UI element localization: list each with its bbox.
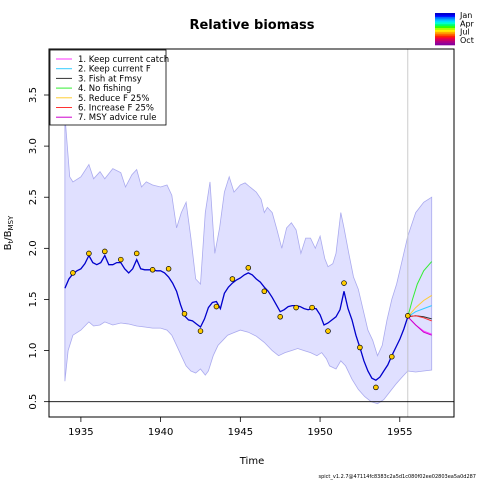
season-color-swatch [435,26,455,29]
legend-entry: 1. Keep current catch [78,55,169,65]
legend-entry: 7. MSY advice rule [78,113,157,123]
season-color-swatch [435,39,455,42]
observation-point [341,280,347,286]
season-color-swatch [435,20,455,23]
season-label: Apr [460,19,475,28]
season-label: Oct [460,36,474,45]
x-axis-label: Time [239,456,264,467]
season-color-swatch [435,13,455,16]
season-color-swatch [435,37,455,40]
season-color-swatch [435,29,455,33]
season-color-swatch [435,41,455,44]
y-axis-label: Bt/BMSY [3,215,15,250]
observation-point [213,303,220,310]
observation-point [389,353,395,360]
observation-point [86,250,92,257]
y-tick-label: 1.5 [28,291,39,307]
season-color-swatch [435,24,455,27]
season-label: Jan [459,11,472,20]
plot-frame [48,48,455,418]
observation-point [118,256,124,263]
season-color-swatch [435,18,455,21]
observation-point [197,328,204,334]
observation-point [277,314,283,320]
y-tick-label: 0.5 [28,394,39,410]
confidence-band [64,115,409,405]
chart-title: Relative biomass [189,18,314,33]
season-color-swatch [435,16,455,19]
y-tick-label: 3.5 [28,87,39,103]
observation-point [245,265,252,271]
observation-point [149,267,156,273]
legend-entry: 6. Increase F 25% [78,104,154,114]
observation-point [309,304,315,311]
x-tick-label: 1950 [307,427,332,438]
observation-point [261,288,268,295]
median-line [64,254,409,381]
version-footer: spict_v1.2.7@47114fc8383c2a5d1c080f02ee0… [319,474,477,480]
scenario-line-6 [407,315,432,322]
observation-point [293,304,299,311]
svg-text:Bt/BMSY: Bt/BMSY [3,215,15,250]
legend-entry: 4. No fishing [78,84,131,94]
season-color-swatch [435,28,455,31]
season-color-swatch [435,14,455,18]
y-axis: 0.5 1.0 1.5 2.0 2.5 3.0 3.5 [28,87,49,410]
x-axis: 1935 1940 1945 1950 1955 [68,417,413,438]
observation-point [181,311,188,317]
season-color-swatch [435,31,455,34]
legend-entry: 5. Reduce F 25% [78,94,149,104]
observation-point [325,328,331,334]
scenario-line-5 [407,294,432,318]
legend-entry: 3. Fish at Fmsy [78,74,142,84]
observation-point [357,344,363,351]
scenario-line-2 [407,305,432,318]
x-tick-label: 1955 [387,427,412,438]
y-tick-label: 1.0 [28,343,39,359]
season-color-swatch [435,22,455,25]
observation-point [70,270,76,276]
scenario-lines [407,261,433,336]
x-tick-label: 1945 [228,427,253,438]
y-tick-label: 3.0 [28,138,39,154]
observation-point [133,250,140,257]
scenario-line-7 [407,316,432,336]
season-color-swatch [435,35,455,38]
y-tick-label: 2.5 [28,189,39,205]
season-label: Jul [459,28,470,37]
season-color-swatch [435,43,455,46]
x-tick-label: 1940 [148,427,173,438]
observation-point [405,313,411,319]
scenario-legend-box [49,49,167,126]
observation-point [373,384,379,391]
scenario-line-4 [407,261,433,317]
legend-entry: 2. Keep current F [78,65,151,75]
x-tick-label: 1935 [68,427,93,438]
forecast-confidence-band [407,196,433,373]
y-tick-label: 2.0 [28,240,39,256]
season-color-swatch [435,33,455,36]
observation-point [165,266,172,272]
observation-point [229,276,236,282]
observation-point [102,248,108,255]
observation-points [70,248,411,391]
